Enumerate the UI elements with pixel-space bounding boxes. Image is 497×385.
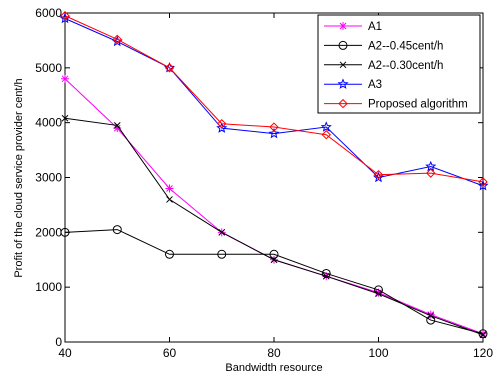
data-point [427, 312, 435, 320]
data-point [60, 227, 70, 237]
data-point [320, 121, 332, 132]
data-point [426, 168, 436, 178]
legend-label: A1 [368, 21, 382, 33]
data-point [269, 249, 279, 259]
y-tick-label: 0 [55, 335, 62, 349]
y-tick-label: 4000 [35, 116, 62, 130]
x-tick-label: 40 [58, 346, 72, 360]
y-tick-label: 2000 [35, 225, 62, 239]
data-point [322, 272, 330, 280]
data-point [269, 122, 279, 132]
data-point [270, 256, 278, 264]
series-line [64, 229, 484, 335]
data-point [373, 170, 384, 180]
data-point [321, 130, 331, 140]
x-axis-label: Bandwidth resource [225, 362, 322, 374]
legend-entry: A3 [324, 78, 382, 91]
data-point [165, 249, 174, 259]
data-point [165, 184, 174, 193]
data-point [166, 196, 173, 203]
legend-label: Proposed algorithm [368, 99, 468, 111]
data-point [321, 268, 331, 278]
data-point [60, 11, 70, 21]
series-2 [61, 114, 487, 339]
data-point [479, 329, 487, 338]
legend-label: A3 [368, 79, 382, 91]
legend-entry: A2--0.45cent/h [324, 40, 443, 52]
legend-marker [338, 40, 348, 50]
legend-label: A2--0.45cent/h [368, 40, 443, 52]
legend-marker [338, 98, 348, 109]
data-point [217, 119, 227, 129]
data-point [477, 179, 489, 191]
y-axis-label: Profit of the cloud service provider cen… [13, 78, 25, 277]
data-point [216, 122, 228, 133]
legend-entry: A2--0.30cent/h [324, 60, 443, 72]
legend-label: A2--0.30cent/h [368, 60, 443, 72]
x-tick-label: 120 [473, 346, 493, 360]
legend-box [317, 14, 481, 114]
series-layer [59, 11, 489, 339]
legend: A1 A2--0.45cent/h A2--0.30cent/h A3 Proposed… [317, 14, 481, 114]
x-tick-label: 80 [267, 346, 281, 360]
data-point [426, 310, 435, 319]
series-line [64, 18, 484, 187]
x-tick-label: 60 [163, 346, 177, 360]
data-point [112, 225, 122, 235]
x-axis: 40 60 80 100 120 [58, 13, 493, 360]
data-point [217, 249, 227, 259]
data-point [61, 114, 69, 122]
data-point [478, 177, 488, 187]
data-point [113, 122, 121, 129]
data-point [375, 290, 382, 298]
legend-marker [337, 78, 349, 89]
series-line [64, 15, 484, 183]
legend-entry: Proposed algorithm [324, 99, 468, 111]
y-tick-label: 5000 [35, 61, 62, 75]
data-point [218, 228, 226, 236]
legend-entry: A1 [324, 21, 382, 33]
legend-marker [339, 22, 347, 30]
x-tick-label: 100 [368, 346, 388, 360]
data-point [112, 34, 122, 45]
series-4 [60, 11, 488, 187]
data-point [374, 288, 383, 297]
data-point [268, 127, 280, 139]
data-point [479, 331, 487, 339]
data-point [113, 124, 122, 133]
y-tick-label: 1000 [35, 280, 62, 294]
legend-marker [339, 61, 347, 69]
y-tick-label: 3000 [35, 171, 62, 185]
y-tick-label: 6000 [35, 6, 62, 20]
data-point [61, 74, 69, 83]
data-point [164, 63, 175, 73]
